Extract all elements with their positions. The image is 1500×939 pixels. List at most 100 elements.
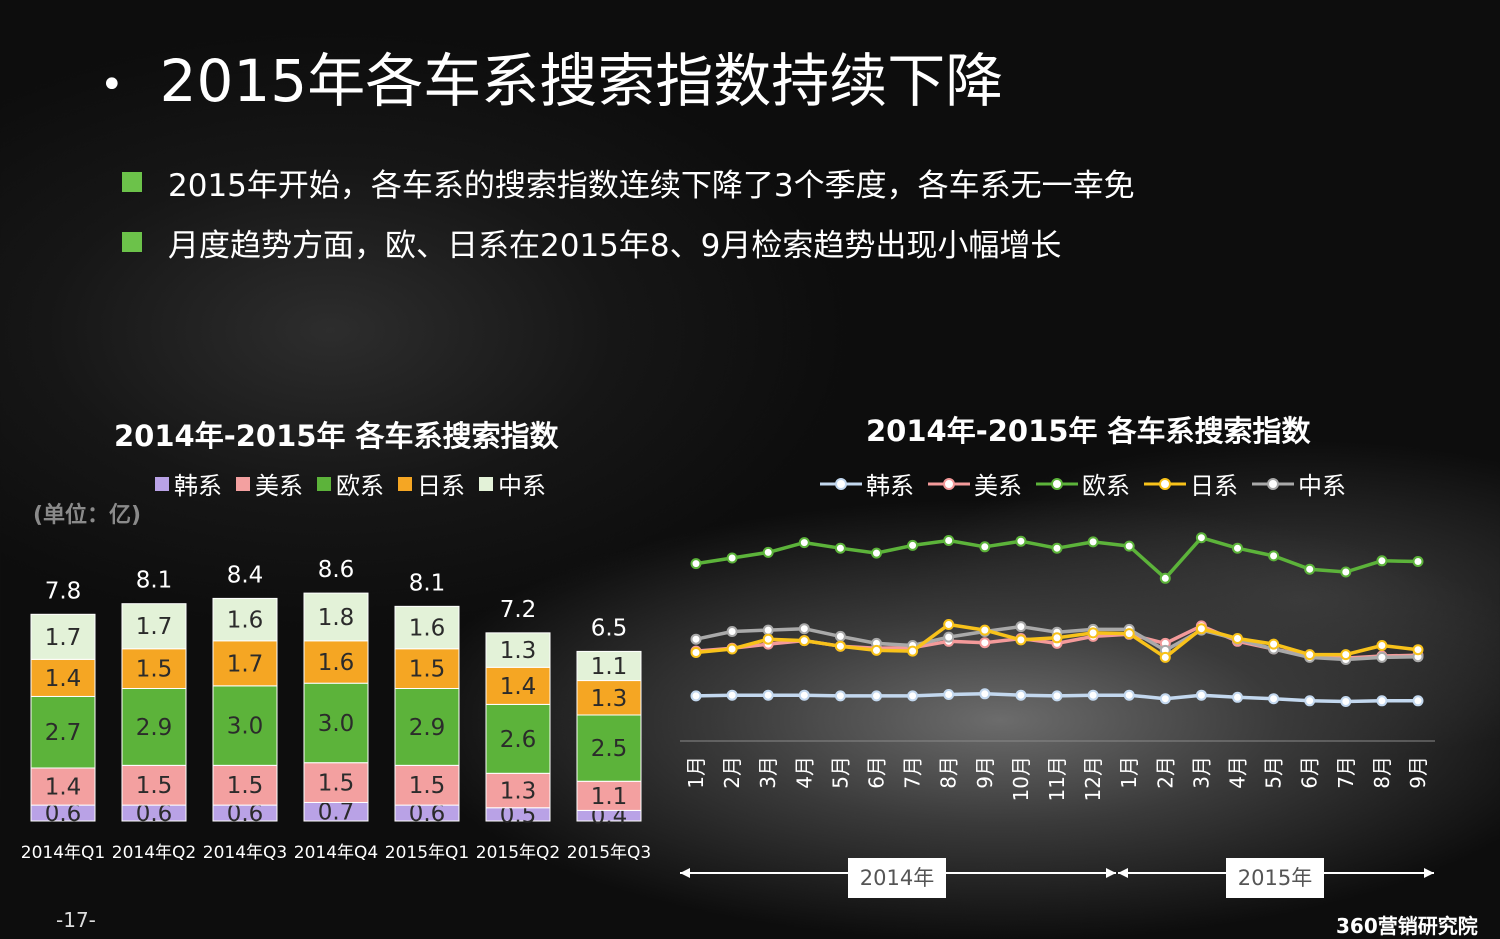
data-point-韩系 [834, 690, 846, 702]
data-point-韩系 [762, 689, 774, 701]
legend-item: 美系 [236, 466, 303, 501]
bar-segment-日系 [30, 658, 96, 697]
x-tick-label: 11月 [1045, 756, 1069, 801]
x-tick-label: 5月 [828, 756, 852, 789]
x-tick-label: 2014年Q1 [21, 843, 105, 863]
legend-label: 韩系 [866, 472, 914, 500]
bullet-square-icon [122, 172, 142, 192]
data-point-日系 [834, 640, 846, 652]
data-point-中系 [798, 623, 810, 635]
data-point-韩系 [1087, 689, 1099, 701]
data-point-韩系 [1015, 689, 1027, 701]
data-point-欧系 [943, 535, 955, 546]
bullet-square-icon [122, 232, 142, 252]
bullet-item: 2015年开始，各车系的搜索指数连续下降了3个季度，各车系无一幸免 [122, 152, 1135, 212]
data-point-中系 [690, 633, 702, 645]
legend-label: 欧系 [1082, 472, 1130, 500]
bar-segment-美系 [212, 764, 278, 806]
bar-value-label: 1.4 [45, 666, 82, 692]
bar-value-label: 1.3 [591, 686, 628, 712]
x-tick-label: 4月 [1226, 756, 1250, 789]
title-bullet-dot: • [100, 61, 124, 108]
x-tick-label: 2015年Q2 [476, 843, 560, 863]
data-point-欧系 [690, 558, 702, 570]
legend-swatch [155, 476, 169, 491]
bar-segment-美系 [394, 764, 460, 806]
legend-label: 日系 [1190, 472, 1238, 500]
data-point-韩系 [1340, 696, 1352, 707]
data-point-欧系 [726, 552, 738, 564]
x-tick-label: 9月 [1406, 756, 1430, 789]
bar-total-label: 6.5 [591, 615, 628, 641]
data-point-日系 [1051, 632, 1063, 644]
data-point-韩系 [1232, 691, 1243, 703]
data-point-美系 [979, 637, 991, 649]
data-point-日系 [979, 624, 991, 636]
legend-swatch [236, 476, 250, 491]
legend-label: 日系 [417, 472, 465, 500]
data-point-中系 [762, 624, 774, 636]
bar-segment-中系 [485, 632, 551, 668]
data-point-韩系 [1195, 689, 1207, 701]
data-point-日系 [871, 644, 882, 656]
data-point-欧系 [871, 547, 882, 559]
stacked-bar-chart: 0.61.42.71.41.77.82014年Q10.61.52.91.51.7… [21, 557, 651, 863]
brand-logo-text: 360营销研究院 [1336, 914, 1478, 938]
data-point-韩系 [1376, 695, 1388, 707]
data-point-日系 [690, 647, 702, 658]
line-chart-legend: 韩系 美系 欧系 日系 中系 [820, 466, 1360, 501]
legend-line-marker [1036, 477, 1078, 490]
x-tick-label: 7月 [901, 756, 925, 789]
bar-segment-日系 [576, 680, 642, 716]
legend-line-marker [928, 477, 970, 490]
slide-title: • 2015年各车系搜索指数持续下降 [100, 34, 1003, 118]
bar-value-label: 1.5 [318, 771, 355, 797]
bar-total-label: 7.2 [500, 597, 537, 623]
legend-dot [1267, 477, 1279, 490]
bar-segment-中系 [576, 650, 642, 682]
bar-value-label: 1.1 [591, 654, 628, 680]
data-point-日系 [726, 643, 738, 655]
x-tick-label: 5月 [1262, 756, 1286, 789]
data-point-日系 [907, 645, 919, 657]
legend-line-marker [1144, 477, 1186, 490]
data-point-欧系 [1195, 532, 1207, 544]
line-chart: 1月 2月 3月 4月 5月 6月 7月 8月 9月 10月 11月 12月 1月 2月 3月 4月 5月 6月 7… [680, 532, 1435, 878]
bar-segment-中系 [30, 613, 96, 660]
data-point-日系 [798, 635, 810, 647]
bar-value-label: 1.5 [227, 773, 264, 799]
legend-item: 日系 [1144, 466, 1238, 501]
bar-segment-美系 [121, 764, 187, 806]
bullet-item: 月度趋势方面，欧、日系在2015年8、9月检索趋势出现小幅增长 [122, 212, 1135, 272]
bar-value-label: 2.6 [500, 727, 537, 753]
data-point-日系 [1087, 627, 1099, 639]
legend-swatch [398, 476, 412, 491]
bar-segment-欧系 [30, 695, 96, 769]
legend-label: 韩系 [174, 472, 222, 500]
bar-segment-日系 [121, 648, 187, 689]
x-tick-label: 2月 [720, 756, 744, 789]
data-point-欧系 [1123, 540, 1135, 552]
legend-label: 中系 [498, 472, 546, 500]
bar-value-label: 1.5 [409, 657, 446, 683]
bar-segment-美系 [576, 780, 642, 811]
data-point-韩系 [1412, 695, 1424, 707]
bar-value-label: 1.5 [409, 773, 446, 799]
legend-dot [943, 477, 955, 490]
legend-label: 欧系 [336, 472, 384, 500]
data-point-欧系 [798, 537, 810, 549]
bar-segment-欧系 [485, 703, 551, 774]
bar-value-label: 3.0 [227, 714, 264, 740]
bar-total-label: 8.1 [136, 568, 173, 594]
bar-segment-中系 [212, 597, 278, 642]
legend-item: 美系 [928, 466, 1022, 501]
data-point-欧系 [834, 542, 846, 554]
legend-item: 欧系 [317, 466, 384, 501]
data-point-欧系 [1159, 572, 1171, 584]
bar-value-label: 2.5 [591, 736, 628, 762]
arrow-left-icon [680, 868, 690, 878]
bar-value-label: 2.7 [45, 720, 82, 746]
bar-value-label: 1.3 [500, 638, 537, 664]
data-point-日系 [1232, 633, 1243, 644]
x-tick-label: 8月 [937, 756, 961, 789]
